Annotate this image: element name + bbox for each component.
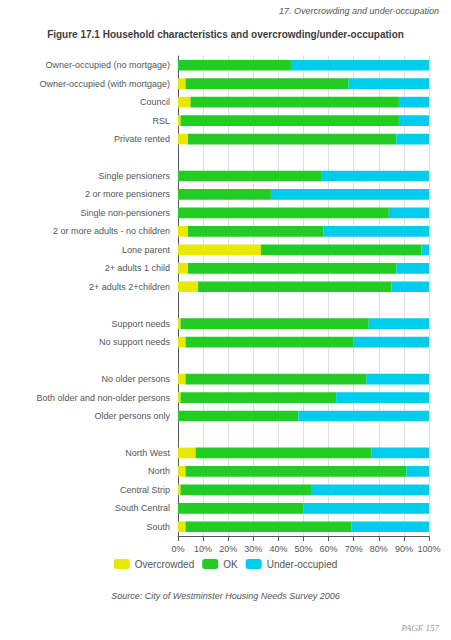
svg-text:70%: 70% [345, 544, 363, 554]
svg-text:No older persons: No older persons [101, 374, 170, 384]
svg-text:60%: 60% [320, 544, 338, 554]
svg-text:Owner-occupied (no mortgage): Owner-occupied (no mortgage) [45, 60, 170, 70]
svg-text:PAGE 157: PAGE 157 [400, 623, 439, 633]
svg-text:100%: 100% [417, 544, 440, 554]
svg-text:South: South [146, 522, 170, 532]
svg-text:Older persons only: Older persons only [94, 411, 170, 421]
svg-text:Figure 17.1 Household characte: Figure 17.1 Household characteristics an… [47, 29, 404, 40]
svg-text:Private rented: Private rented [114, 134, 170, 144]
svg-text:2 or more pensioners: 2 or more pensioners [85, 189, 171, 199]
svg-text:20%: 20% [219, 544, 237, 554]
svg-text:No support needs: No support needs [99, 337, 171, 347]
svg-text:Council: Council [140, 97, 170, 107]
svg-text:50%: 50% [294, 544, 312, 554]
svg-text:North West: North West [125, 448, 170, 458]
svg-text:Lone parent: Lone parent [122, 245, 171, 255]
svg-text:90%: 90% [395, 544, 413, 554]
svg-text:17. Overcrowding and under-occ: 17. Overcrowding and under-occupation [279, 6, 439, 16]
svg-text:2 or more adults - no children: 2 or more adults - no children [53, 226, 170, 236]
svg-text:Both older and non-older perso: Both older and non-older persons [36, 393, 170, 403]
svg-text:RSL: RSL [152, 116, 170, 126]
svg-text:Under-occupied: Under-occupied [267, 559, 338, 570]
svg-text:Owner-occupied (with mortgage): Owner-occupied (with mortgage) [39, 79, 170, 89]
svg-text:South Central: South Central [115, 503, 170, 513]
svg-text:10%: 10% [194, 544, 212, 554]
svg-text:Single non-pensioners: Single non-pensioners [80, 208, 170, 218]
svg-text:Central Strip: Central Strip [120, 485, 170, 495]
svg-text:Overcrowded: Overcrowded [135, 559, 194, 570]
svg-text:Source: City of Westminster Ho: Source: City of Westminster Housing Need… [111, 591, 339, 601]
svg-text:OK: OK [223, 559, 238, 570]
svg-text:Support needs: Support needs [111, 319, 170, 329]
svg-text:Single pensioners: Single pensioners [98, 171, 170, 181]
svg-text:0%: 0% [171, 544, 184, 554]
svg-text:2+ adults 2+children: 2+ adults 2+children [89, 282, 170, 292]
svg-text:40%: 40% [269, 544, 287, 554]
svg-text:2+ adults 1 child: 2+ adults 1 child [105, 263, 170, 273]
svg-text:North: North [148, 466, 170, 476]
svg-text:80%: 80% [370, 544, 388, 554]
svg-text:30%: 30% [244, 544, 262, 554]
